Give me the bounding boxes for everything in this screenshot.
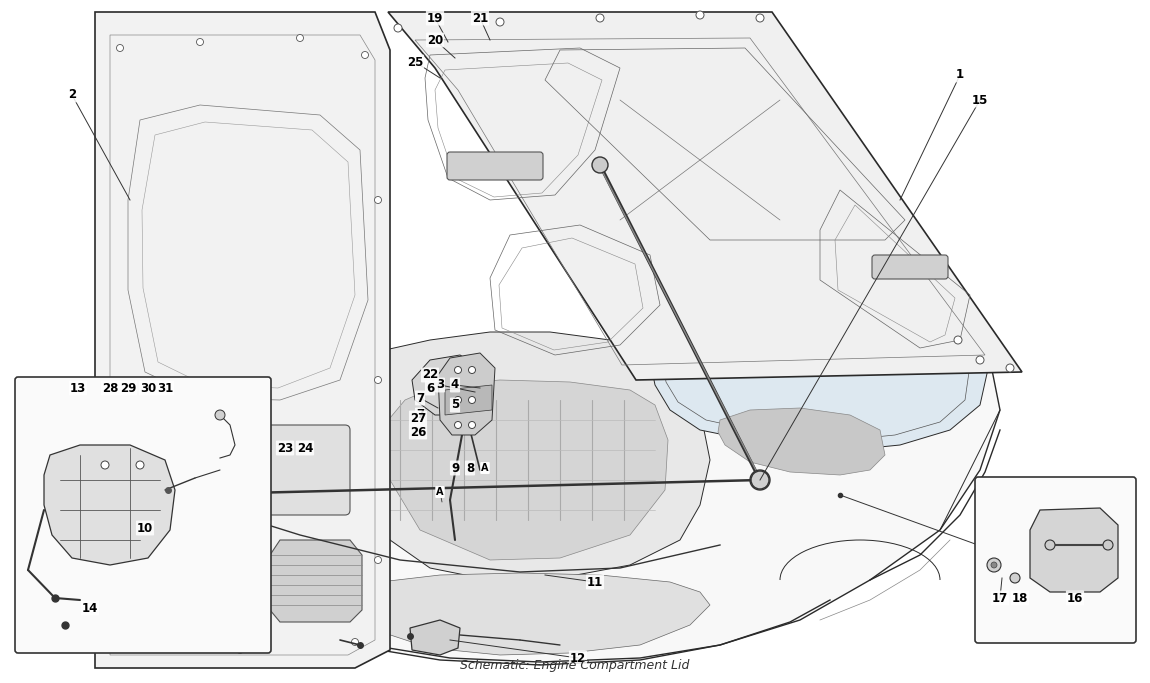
Text: 7: 7 xyxy=(416,408,424,421)
Text: 30: 30 xyxy=(140,382,156,395)
Circle shape xyxy=(215,410,225,420)
Text: 21: 21 xyxy=(472,12,488,25)
FancyBboxPatch shape xyxy=(872,255,948,279)
Circle shape xyxy=(375,197,382,204)
Text: 8: 8 xyxy=(466,462,474,475)
Text: 10: 10 xyxy=(137,522,153,535)
Text: 2: 2 xyxy=(68,89,76,102)
Text: A: A xyxy=(436,487,444,497)
Polygon shape xyxy=(1030,508,1118,592)
Polygon shape xyxy=(196,290,1000,665)
Circle shape xyxy=(1045,540,1055,550)
Circle shape xyxy=(987,558,1000,572)
Text: 5: 5 xyxy=(451,398,459,411)
Text: 27: 27 xyxy=(409,411,427,425)
Circle shape xyxy=(116,44,123,51)
Polygon shape xyxy=(718,408,886,475)
Text: 11: 11 xyxy=(586,576,603,589)
Circle shape xyxy=(592,157,608,173)
FancyBboxPatch shape xyxy=(447,152,543,180)
Text: 24: 24 xyxy=(297,441,313,454)
Text: 12: 12 xyxy=(570,652,586,665)
Text: 19: 19 xyxy=(427,12,443,25)
Polygon shape xyxy=(411,620,460,655)
Text: 25: 25 xyxy=(407,55,423,68)
Text: 6: 6 xyxy=(426,382,435,395)
Text: 9: 9 xyxy=(451,462,459,475)
Circle shape xyxy=(394,24,402,32)
Circle shape xyxy=(954,336,963,344)
Circle shape xyxy=(991,562,997,568)
Circle shape xyxy=(596,14,604,22)
Text: 15: 15 xyxy=(972,94,988,107)
Circle shape xyxy=(468,367,475,374)
Circle shape xyxy=(375,376,382,383)
Text: 7: 7 xyxy=(416,391,424,404)
Text: 13: 13 xyxy=(70,382,86,395)
Polygon shape xyxy=(445,385,492,415)
Circle shape xyxy=(454,367,461,374)
Text: 14: 14 xyxy=(82,602,98,615)
Circle shape xyxy=(751,471,769,489)
Text: 16: 16 xyxy=(1067,591,1083,604)
Polygon shape xyxy=(412,355,488,415)
FancyBboxPatch shape xyxy=(975,477,1136,643)
Text: 31: 31 xyxy=(156,382,174,395)
Text: 17: 17 xyxy=(991,591,1009,604)
Text: 26: 26 xyxy=(409,426,427,438)
Circle shape xyxy=(468,397,475,404)
Circle shape xyxy=(750,470,771,490)
Text: 29: 29 xyxy=(120,382,136,395)
Circle shape xyxy=(136,461,144,469)
Circle shape xyxy=(197,38,204,46)
Text: 28: 28 xyxy=(102,382,118,395)
Text: 20: 20 xyxy=(427,33,443,46)
Circle shape xyxy=(1010,573,1020,583)
Text: 22: 22 xyxy=(422,369,438,382)
Text: 4: 4 xyxy=(451,378,459,391)
Circle shape xyxy=(496,18,504,26)
Circle shape xyxy=(361,51,368,59)
Circle shape xyxy=(468,421,475,428)
FancyBboxPatch shape xyxy=(190,425,350,515)
Circle shape xyxy=(454,421,461,428)
Polygon shape xyxy=(438,353,494,435)
Polygon shape xyxy=(44,445,175,565)
Circle shape xyxy=(101,461,109,469)
Polygon shape xyxy=(380,380,668,560)
Circle shape xyxy=(454,397,461,404)
Text: Schematic: Engine Compartment Lid: Schematic: Engine Compartment Lid xyxy=(460,659,690,672)
Circle shape xyxy=(976,356,984,364)
Text: 1: 1 xyxy=(956,68,964,81)
Polygon shape xyxy=(95,12,390,668)
Circle shape xyxy=(297,35,304,42)
Circle shape xyxy=(163,488,177,502)
Circle shape xyxy=(1006,364,1014,372)
Circle shape xyxy=(696,11,704,19)
Circle shape xyxy=(1103,540,1113,550)
Circle shape xyxy=(756,14,764,22)
Polygon shape xyxy=(340,573,710,655)
Circle shape xyxy=(375,557,382,563)
Text: A: A xyxy=(481,463,489,473)
Text: 3: 3 xyxy=(436,378,444,391)
Text: 23: 23 xyxy=(277,441,293,454)
Text: 18: 18 xyxy=(1012,591,1028,604)
Polygon shape xyxy=(388,12,1022,380)
Circle shape xyxy=(116,637,123,643)
Polygon shape xyxy=(330,332,710,580)
Polygon shape xyxy=(650,290,990,450)
Polygon shape xyxy=(270,540,362,622)
FancyBboxPatch shape xyxy=(15,377,271,653)
Circle shape xyxy=(237,647,244,654)
Circle shape xyxy=(352,639,359,645)
